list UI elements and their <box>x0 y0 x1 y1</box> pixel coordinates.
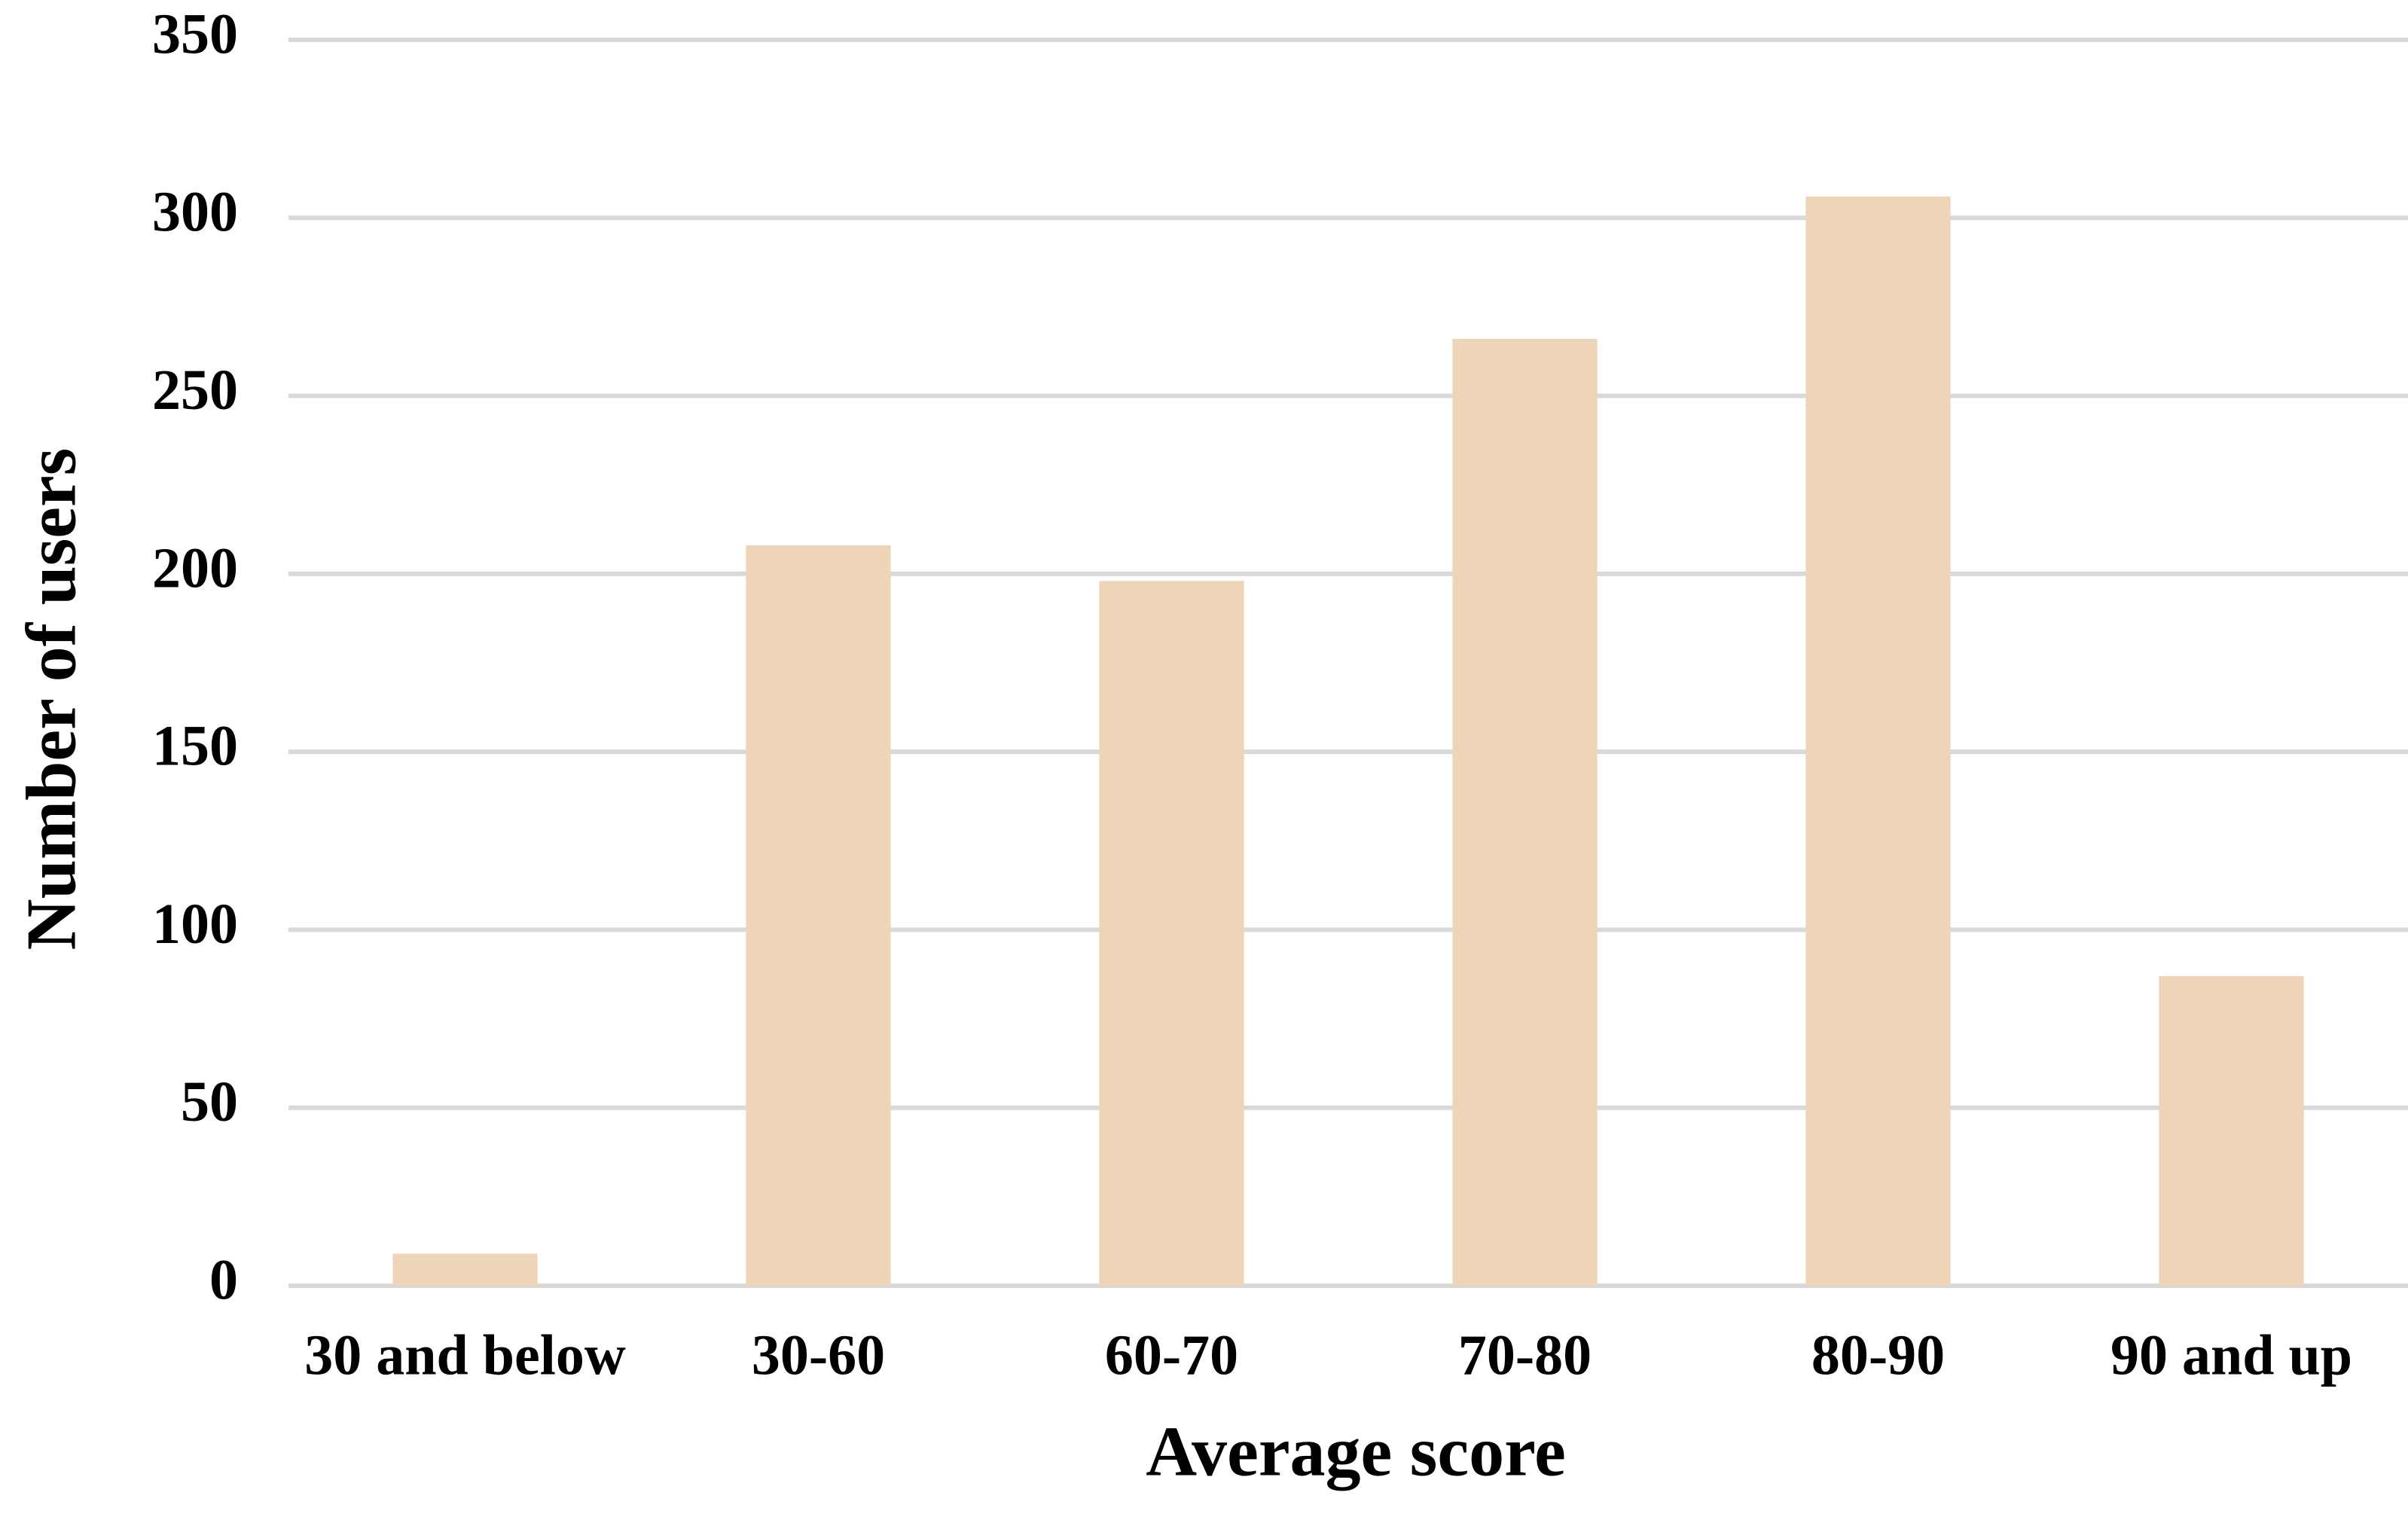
x-tick-label: 90 and up <box>2110 1323 2352 1387</box>
bar <box>2159 975 2304 1286</box>
x-tick-label: 80-90 <box>1811 1323 1945 1387</box>
y-axis-title: Number of users <box>13 448 91 951</box>
bar <box>746 545 891 1286</box>
x-tick-label: 60-70 <box>1105 1323 1238 1387</box>
y-tick-label: 100 <box>152 893 238 956</box>
x-tick-label: 30-60 <box>752 1323 885 1387</box>
bar <box>1805 196 1951 1286</box>
x-axis-title: Average score <box>1146 1413 1566 1491</box>
y-tick-label: 350 <box>152 2 238 66</box>
x-tick-label: 30 and below <box>304 1323 626 1387</box>
y-tick-label: 50 <box>181 1070 238 1134</box>
y-tick-label: 300 <box>152 181 238 244</box>
y-tick-label: 0 <box>209 1248 238 1311</box>
y-tick-label: 250 <box>152 359 238 422</box>
y-tick-label: 200 <box>152 536 238 600</box>
bar <box>1452 338 1598 1286</box>
bar <box>392 1253 538 1286</box>
bar <box>1099 581 1244 1286</box>
y-tick-label: 150 <box>152 715 238 778</box>
x-tick-label: 70-80 <box>1458 1323 1592 1387</box>
